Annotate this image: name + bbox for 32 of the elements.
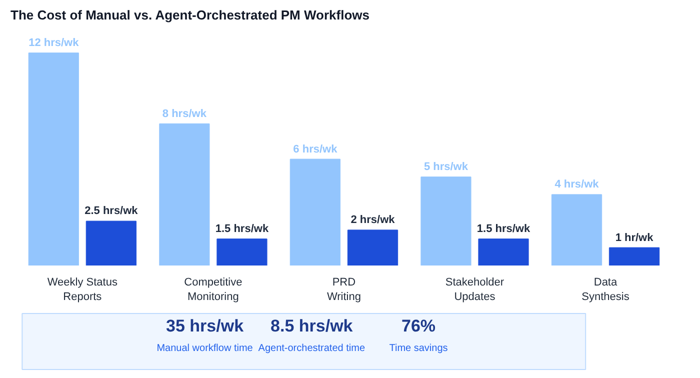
bar xyxy=(86,220,137,266)
x-tick-label: Weekly Status Reports xyxy=(47,276,118,303)
x-tick-label: Data Synthesis xyxy=(582,276,630,303)
chart-title: The Cost of Manual vs. Agent-Orchestrated PM Workflows xyxy=(10,8,370,22)
bar xyxy=(159,123,210,266)
text: Manual workflow time xyxy=(156,343,254,354)
x-tick-label: Stakeholder Updates xyxy=(445,276,504,303)
bar xyxy=(347,230,398,266)
x-tick-label: Competitive Monitoring xyxy=(184,276,242,303)
data-label: 8 hrs/wk xyxy=(162,108,208,120)
data-label: 2.5 hrs/wk xyxy=(84,205,139,218)
data-label: 5 hrs/wk xyxy=(424,160,469,173)
bar xyxy=(551,194,602,266)
text: Time savings xyxy=(389,343,448,354)
bar xyxy=(420,176,472,266)
text: 8.5 hrs/wk xyxy=(270,316,354,336)
bar xyxy=(478,238,529,266)
bar xyxy=(28,52,79,266)
data-label: 1 hr/wk xyxy=(615,232,654,244)
data-label: 12 hrs/wk xyxy=(28,37,80,49)
data-label: 4 hrs/wk xyxy=(554,178,600,191)
data-label: 1.5 hrs/wk xyxy=(476,222,531,235)
data-label: 1.5 hrs/wk xyxy=(215,222,270,235)
x-tick-label: PRD Writing xyxy=(326,276,361,303)
bar xyxy=(216,238,268,266)
data-label: 6 hrs/wk xyxy=(293,143,338,156)
text: 35 hrs/wk xyxy=(166,316,244,336)
text: 76% xyxy=(401,316,436,336)
bar xyxy=(290,158,341,266)
bar xyxy=(608,247,660,266)
data-label: 2 hrs/wk xyxy=(350,214,396,226)
text: Agent-orchestrated time xyxy=(258,343,366,354)
